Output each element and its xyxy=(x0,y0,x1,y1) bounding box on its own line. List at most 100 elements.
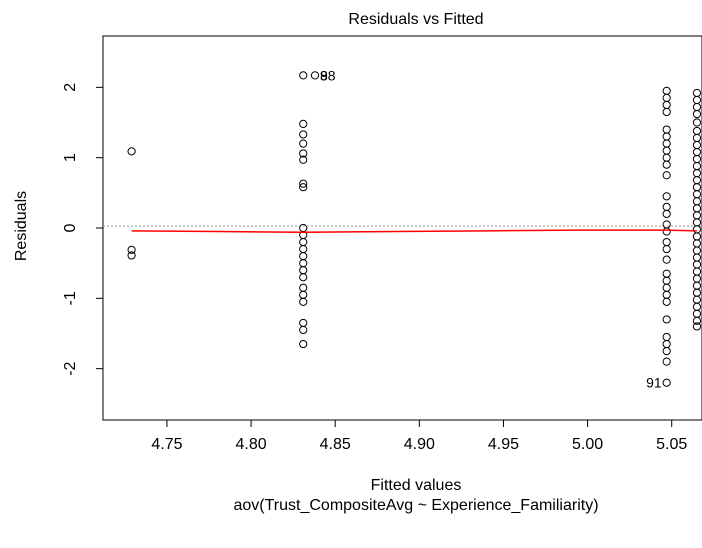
y-tick-label: 2 xyxy=(62,83,79,92)
x-tick-label: 4.75 xyxy=(151,436,182,453)
residual-point xyxy=(692,246,702,255)
residual-point xyxy=(692,88,702,98)
residual-point xyxy=(692,218,702,227)
residual-point xyxy=(692,126,702,136)
x-tick-label: 5.00 xyxy=(572,436,603,453)
residual-point xyxy=(299,179,308,188)
residual-point xyxy=(692,211,702,220)
y-axis-label: Residuals xyxy=(13,191,30,261)
residual-point xyxy=(692,204,702,213)
residual-point xyxy=(692,102,702,112)
residual-point xyxy=(299,266,308,275)
residual-point xyxy=(299,273,308,282)
residual-point xyxy=(299,283,308,292)
residual-point xyxy=(692,118,702,127)
residual-point xyxy=(662,139,671,148)
residual-point xyxy=(692,133,702,143)
residual-point xyxy=(299,244,308,254)
residual-point xyxy=(662,192,671,201)
residual-point xyxy=(662,93,671,102)
y-tick-label: 1 xyxy=(62,153,79,162)
residual-point xyxy=(299,155,308,164)
residual-point xyxy=(692,302,702,311)
residual-point xyxy=(692,147,702,157)
residual-point xyxy=(662,244,671,254)
residual-point xyxy=(662,86,671,95)
y-axis: -2 -1 0 1 2 xyxy=(62,83,103,376)
red-smoother-line xyxy=(131,229,697,233)
residual-point xyxy=(662,276,671,285)
residual-point xyxy=(299,290,308,299)
residual-point xyxy=(299,149,308,158)
residual-point xyxy=(692,197,702,206)
residual-point xyxy=(662,378,671,387)
residual-point xyxy=(692,309,702,318)
residual-point xyxy=(662,100,671,110)
residual-point xyxy=(662,283,671,292)
residual-point xyxy=(299,252,308,261)
residual-point xyxy=(299,297,308,306)
residual-point xyxy=(310,71,320,80)
point-label: 98 xyxy=(320,67,336,83)
residual-point xyxy=(299,71,308,80)
residual-points xyxy=(127,71,702,387)
residual-point xyxy=(692,225,702,234)
residual-point xyxy=(692,190,702,199)
residual-point xyxy=(692,295,702,304)
residual-point xyxy=(127,251,136,260)
residual-point xyxy=(299,223,308,233)
residual-point xyxy=(692,176,702,185)
x-tick-label: 4.95 xyxy=(488,436,519,453)
residual-point xyxy=(662,315,671,324)
residual-point xyxy=(692,260,702,269)
residual-point xyxy=(662,237,671,247)
residual-point xyxy=(662,125,671,134)
residual-point xyxy=(662,297,671,306)
residual-point xyxy=(127,245,136,254)
residual-point xyxy=(692,239,702,248)
residual-point xyxy=(692,109,702,119)
residual-point xyxy=(692,288,702,297)
residual-point xyxy=(662,132,671,141)
residual-point xyxy=(662,202,671,212)
residual-point xyxy=(692,274,702,283)
residual-point xyxy=(662,357,671,366)
residual-point xyxy=(299,325,308,335)
residual-point xyxy=(299,237,308,247)
x-tick-label: 5.05 xyxy=(656,436,687,453)
residual-point xyxy=(662,346,671,356)
residual-point xyxy=(662,255,671,264)
residual-point xyxy=(692,183,702,192)
residual-point xyxy=(692,162,702,171)
chart-title: Residuals vs Fitted xyxy=(348,11,483,28)
residual-point xyxy=(662,339,671,349)
residual-point xyxy=(692,232,702,241)
residual-point xyxy=(299,318,308,328)
point-label: 91 xyxy=(646,375,662,391)
residual-point xyxy=(692,253,702,262)
y-tick-label: -2 xyxy=(62,361,79,375)
residual-point xyxy=(692,154,702,164)
residual-point xyxy=(299,339,308,349)
residual-point xyxy=(662,209,671,219)
y-tick-label: -1 xyxy=(62,291,79,305)
x-tick-label: 4.85 xyxy=(320,436,351,453)
residual-point xyxy=(662,227,671,236)
residual-point xyxy=(692,316,702,325)
residual-point xyxy=(692,322,702,331)
residual-point xyxy=(299,119,308,129)
residual-point xyxy=(662,160,671,169)
residual-point xyxy=(662,146,671,155)
residual-point xyxy=(692,169,702,178)
chart-subtitle: aov(Trust_CompositeAvg ~ Experience_Fami… xyxy=(233,497,598,514)
residual-point xyxy=(662,220,671,229)
residual-point xyxy=(127,147,136,156)
residual-point xyxy=(299,183,308,192)
residual-point xyxy=(299,130,308,139)
residual-point xyxy=(299,139,308,148)
residual-point xyxy=(662,332,671,342)
x-tick-label: 4.90 xyxy=(404,436,435,453)
residual-point xyxy=(662,269,671,278)
point-label: 8 xyxy=(320,67,328,83)
